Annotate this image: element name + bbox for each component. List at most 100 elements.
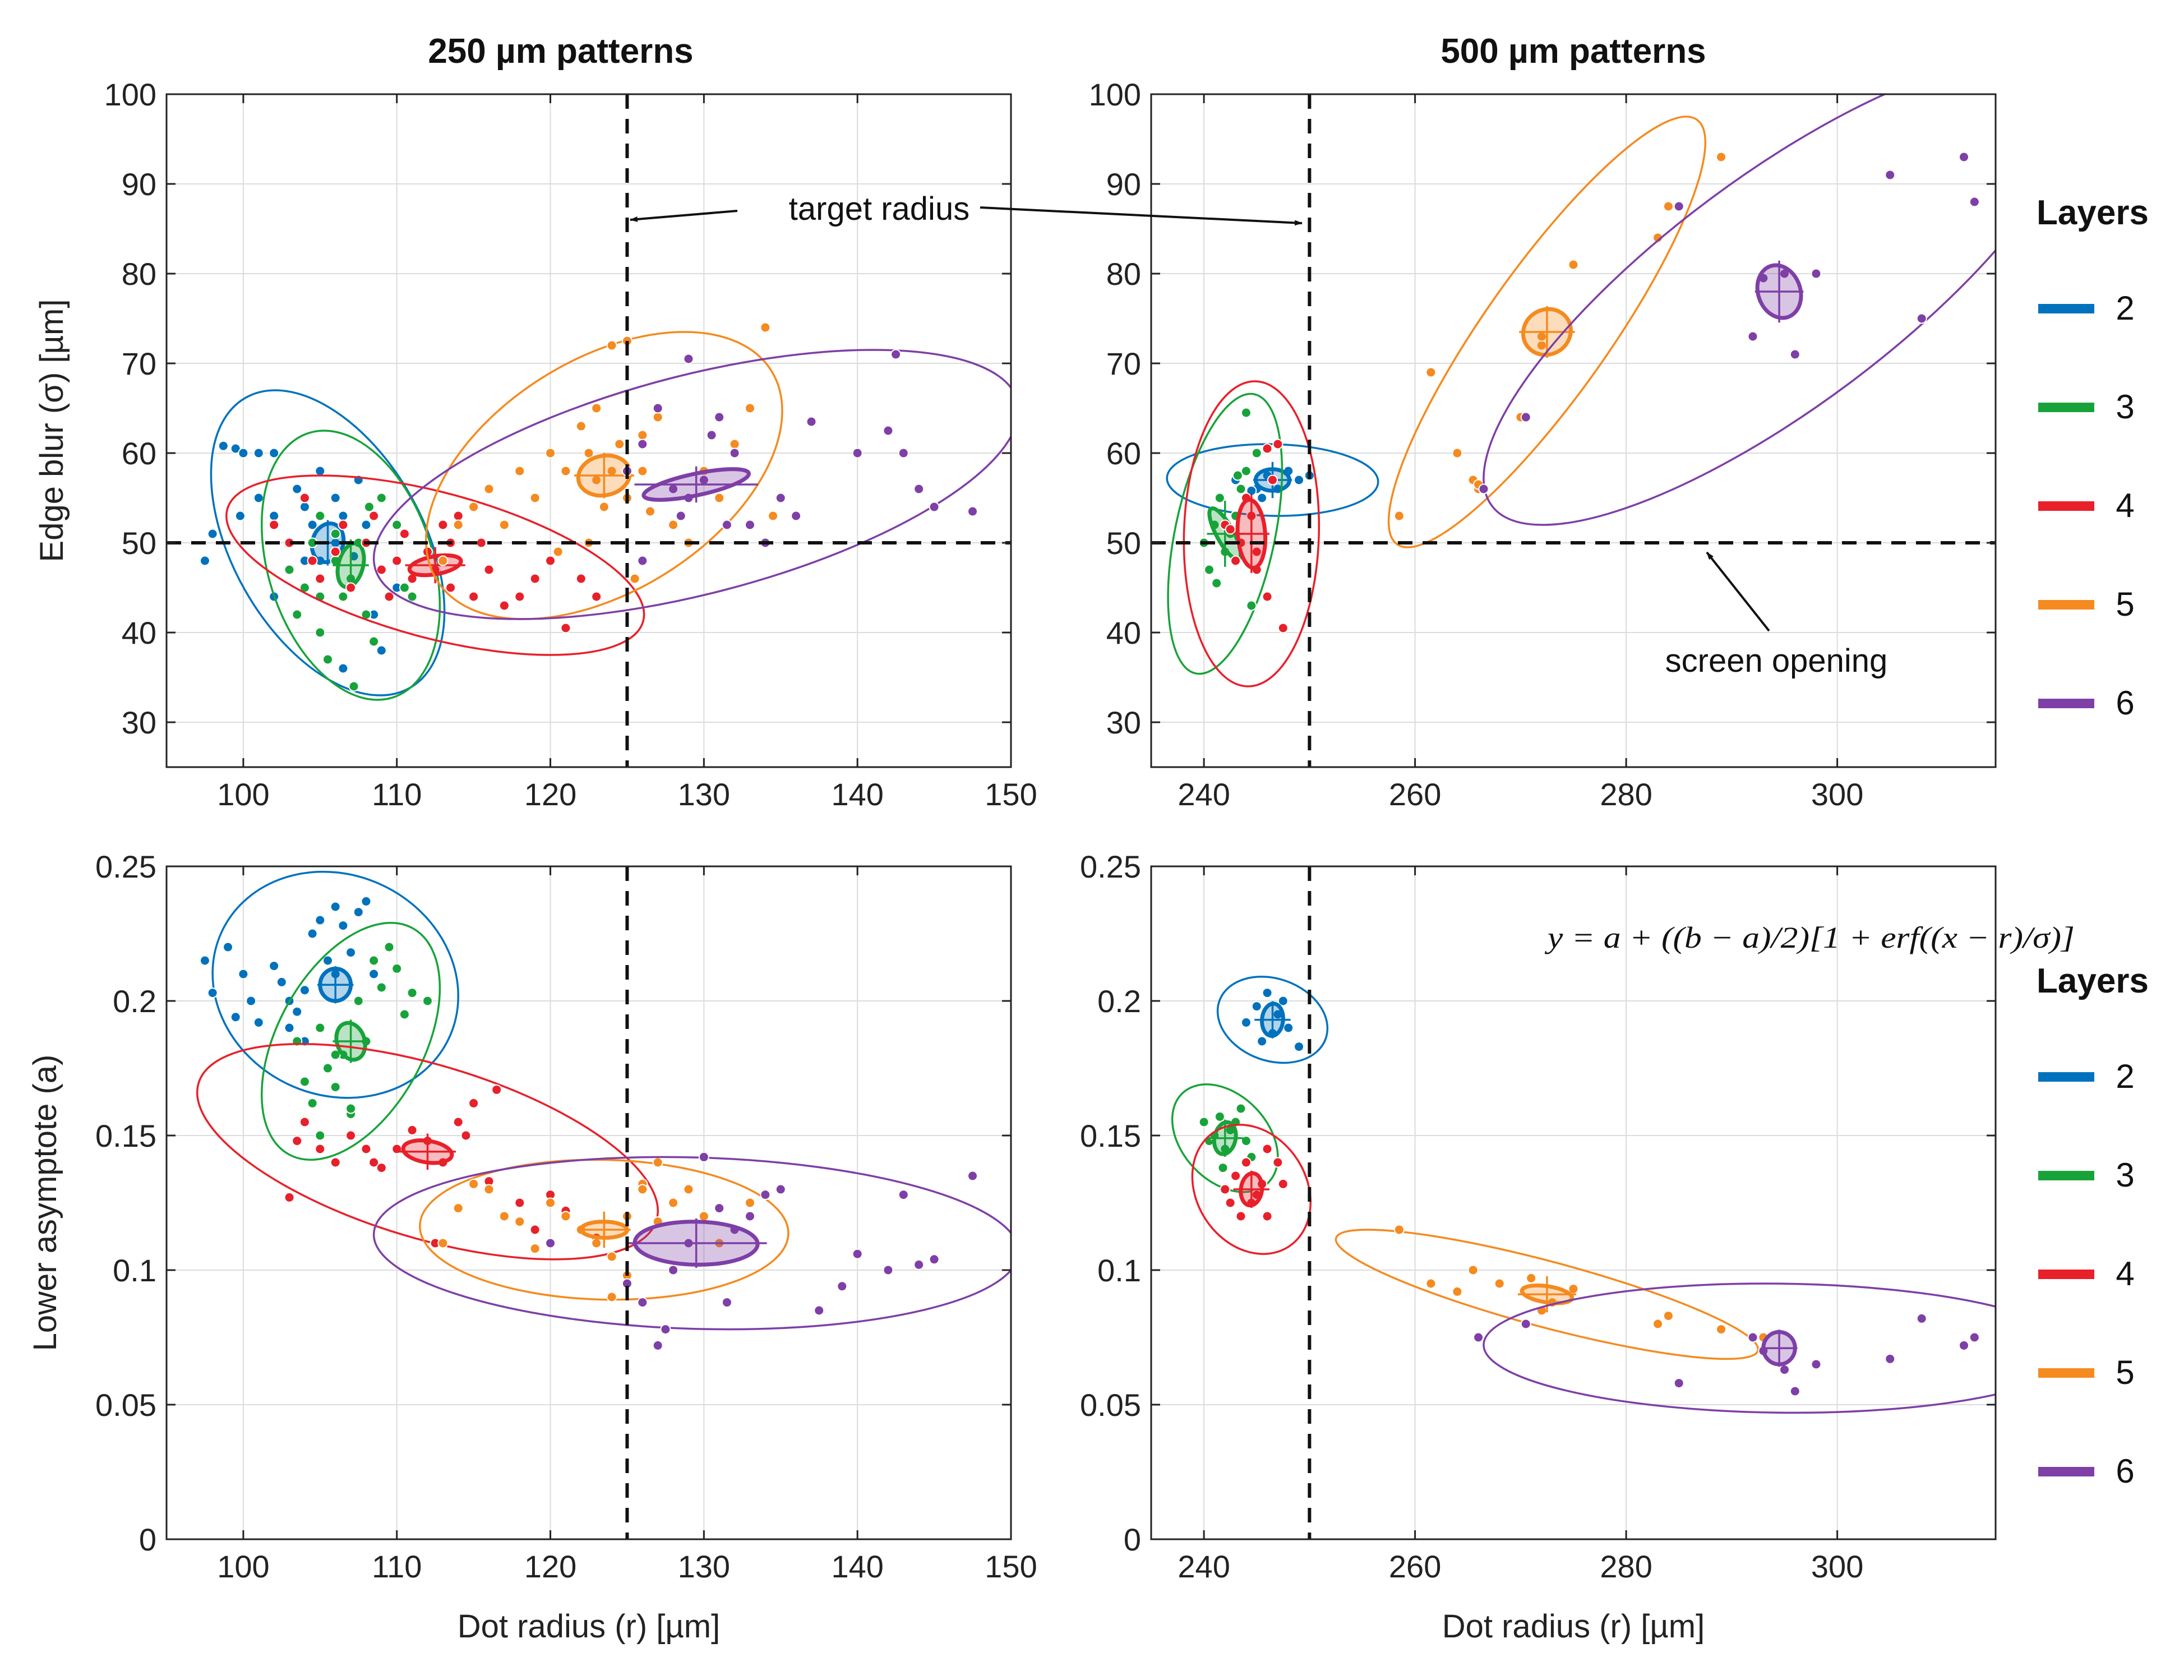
data-point-3 [322, 654, 334, 665]
data-point-3 [299, 1076, 310, 1087]
data-point-3 [338, 591, 349, 602]
xlabel-right: Dot radius (r) [µm] [1442, 1608, 1705, 1645]
legend-swatch-5 [2038, 600, 2094, 610]
data-point-6 [775, 492, 786, 504]
data-point-5 [514, 1216, 525, 1227]
annotation-target-radius: target radius [630, 191, 1303, 227]
data-point-3 [345, 1103, 357, 1114]
data-point-3 [330, 1082, 341, 1093]
data-point-5 [583, 447, 594, 459]
data-point-3 [330, 1049, 341, 1060]
data-point-4 [575, 573, 587, 584]
data-point-3 [399, 1009, 410, 1020]
ylabel-lower-asymptote: Lower asymptote (a) [27, 1055, 63, 1351]
data-point-5 [1425, 367, 1437, 378]
data-point-6 [714, 1203, 725, 1214]
data-point-5 [453, 519, 464, 530]
series-layers-4 [1183, 380, 1320, 687]
data-point-2 [361, 519, 372, 530]
confidence-ellipse-5 [1335, 1229, 1760, 1360]
data-point-5 [652, 412, 663, 423]
screen-opening-arrow [1706, 551, 1770, 632]
legend-bottom: Layers 2 3 4 5 6 [2037, 962, 2149, 1490]
confidence-ellipse-4 [225, 474, 645, 656]
series-layer [1171, 976, 1996, 1414]
data-point-2 [269, 447, 280, 459]
y-tick-label: 50 [122, 525, 156, 561]
data-point-6 [698, 1151, 709, 1162]
confidence-ellipse-3 [261, 430, 441, 701]
data-point-2 [276, 976, 287, 987]
data-point-4 [445, 582, 456, 593]
data-point-3 [363, 501, 375, 513]
data-point-5 [468, 501, 479, 513]
data-point-2 [315, 915, 326, 926]
confidence-ellipse-4 [1191, 1124, 1312, 1255]
y-tick-label: 30 [122, 705, 156, 740]
data-point-6 [913, 483, 925, 495]
screen-opening-label: screen opening [1665, 643, 1888, 679]
data-point-4 [269, 519, 280, 530]
data-point-6 [660, 1324, 671, 1335]
data-point-5 [545, 447, 556, 459]
data-point-4 [1272, 1157, 1283, 1168]
data-point-3 [399, 582, 410, 593]
data-point-5 [591, 403, 602, 414]
data-point-2 [330, 901, 341, 912]
data-point-5 [637, 1184, 648, 1195]
data-point-6 [745, 519, 756, 530]
data-point-6 [1959, 151, 1970, 163]
data-point-6 [1673, 1378, 1684, 1389]
data-point-4 [292, 1136, 303, 1147]
y-tick-label: 70 [1106, 346, 1141, 381]
data-point-3 [1251, 447, 1262, 459]
series-layers-2 [1216, 976, 1329, 1064]
data-point-3 [422, 995, 433, 1007]
data-point-6 [814, 1305, 825, 1316]
data-point-4 [407, 1124, 418, 1136]
data-point-6 [1673, 201, 1684, 212]
data-point-3 [1204, 564, 1215, 575]
data-point-5 [1663, 1310, 1674, 1322]
data-point-2 [1240, 1017, 1252, 1028]
data-point-3 [1232, 470, 1243, 481]
y-tick-label: 0.2 [113, 984, 156, 1019]
data-point-6 [929, 501, 940, 513]
legend-label-6: 6 [2116, 684, 2134, 722]
data-point-6 [760, 1189, 771, 1201]
data-point-3 [315, 510, 326, 521]
y-tick-label: 0.15 [95, 1118, 156, 1153]
data-point-5 [1425, 1278, 1437, 1289]
data-point-2 [1251, 1001, 1262, 1012]
y-tick-label: 100 [104, 77, 156, 112]
data-point-2 [238, 968, 249, 980]
data-point-6 [806, 416, 817, 427]
target-radius-arrow-left [630, 210, 738, 222]
data-point-3 [391, 963, 403, 974]
data-point-6 [1520, 412, 1531, 423]
legend-top: Layers 2 3 4 5 6 [2037, 193, 2149, 722]
data-point-3 [292, 609, 303, 620]
data-point-2 [1257, 1036, 1268, 1047]
data-point-3 [1246, 600, 1257, 611]
confidence-ellipse-3 [261, 922, 441, 1161]
confidence-ellipse-2 [1216, 976, 1329, 1064]
legend-label-4: 4 [2116, 487, 2134, 524]
data-point-2 [307, 928, 318, 939]
confidence-ellipse-2 [211, 870, 460, 1099]
x-tick-label: 110 [372, 777, 422, 812]
data-point-2 [1283, 1022, 1294, 1033]
data-point-2 [230, 1012, 241, 1023]
series-layers-6 [1478, 94, 1996, 526]
data-point-5 [760, 322, 771, 333]
data-point-4 [560, 622, 571, 634]
confidence-ellipse-5 [425, 331, 783, 620]
data-point-5 [498, 1211, 510, 1222]
axes-frame [1150, 93, 1997, 768]
data-point-6 [1916, 313, 1927, 324]
y-tick-label: 30 [1106, 705, 1141, 740]
confidence-ellipse-5 [1387, 116, 1707, 548]
data-point-3 [391, 519, 403, 530]
data-point-5 [1663, 201, 1674, 212]
